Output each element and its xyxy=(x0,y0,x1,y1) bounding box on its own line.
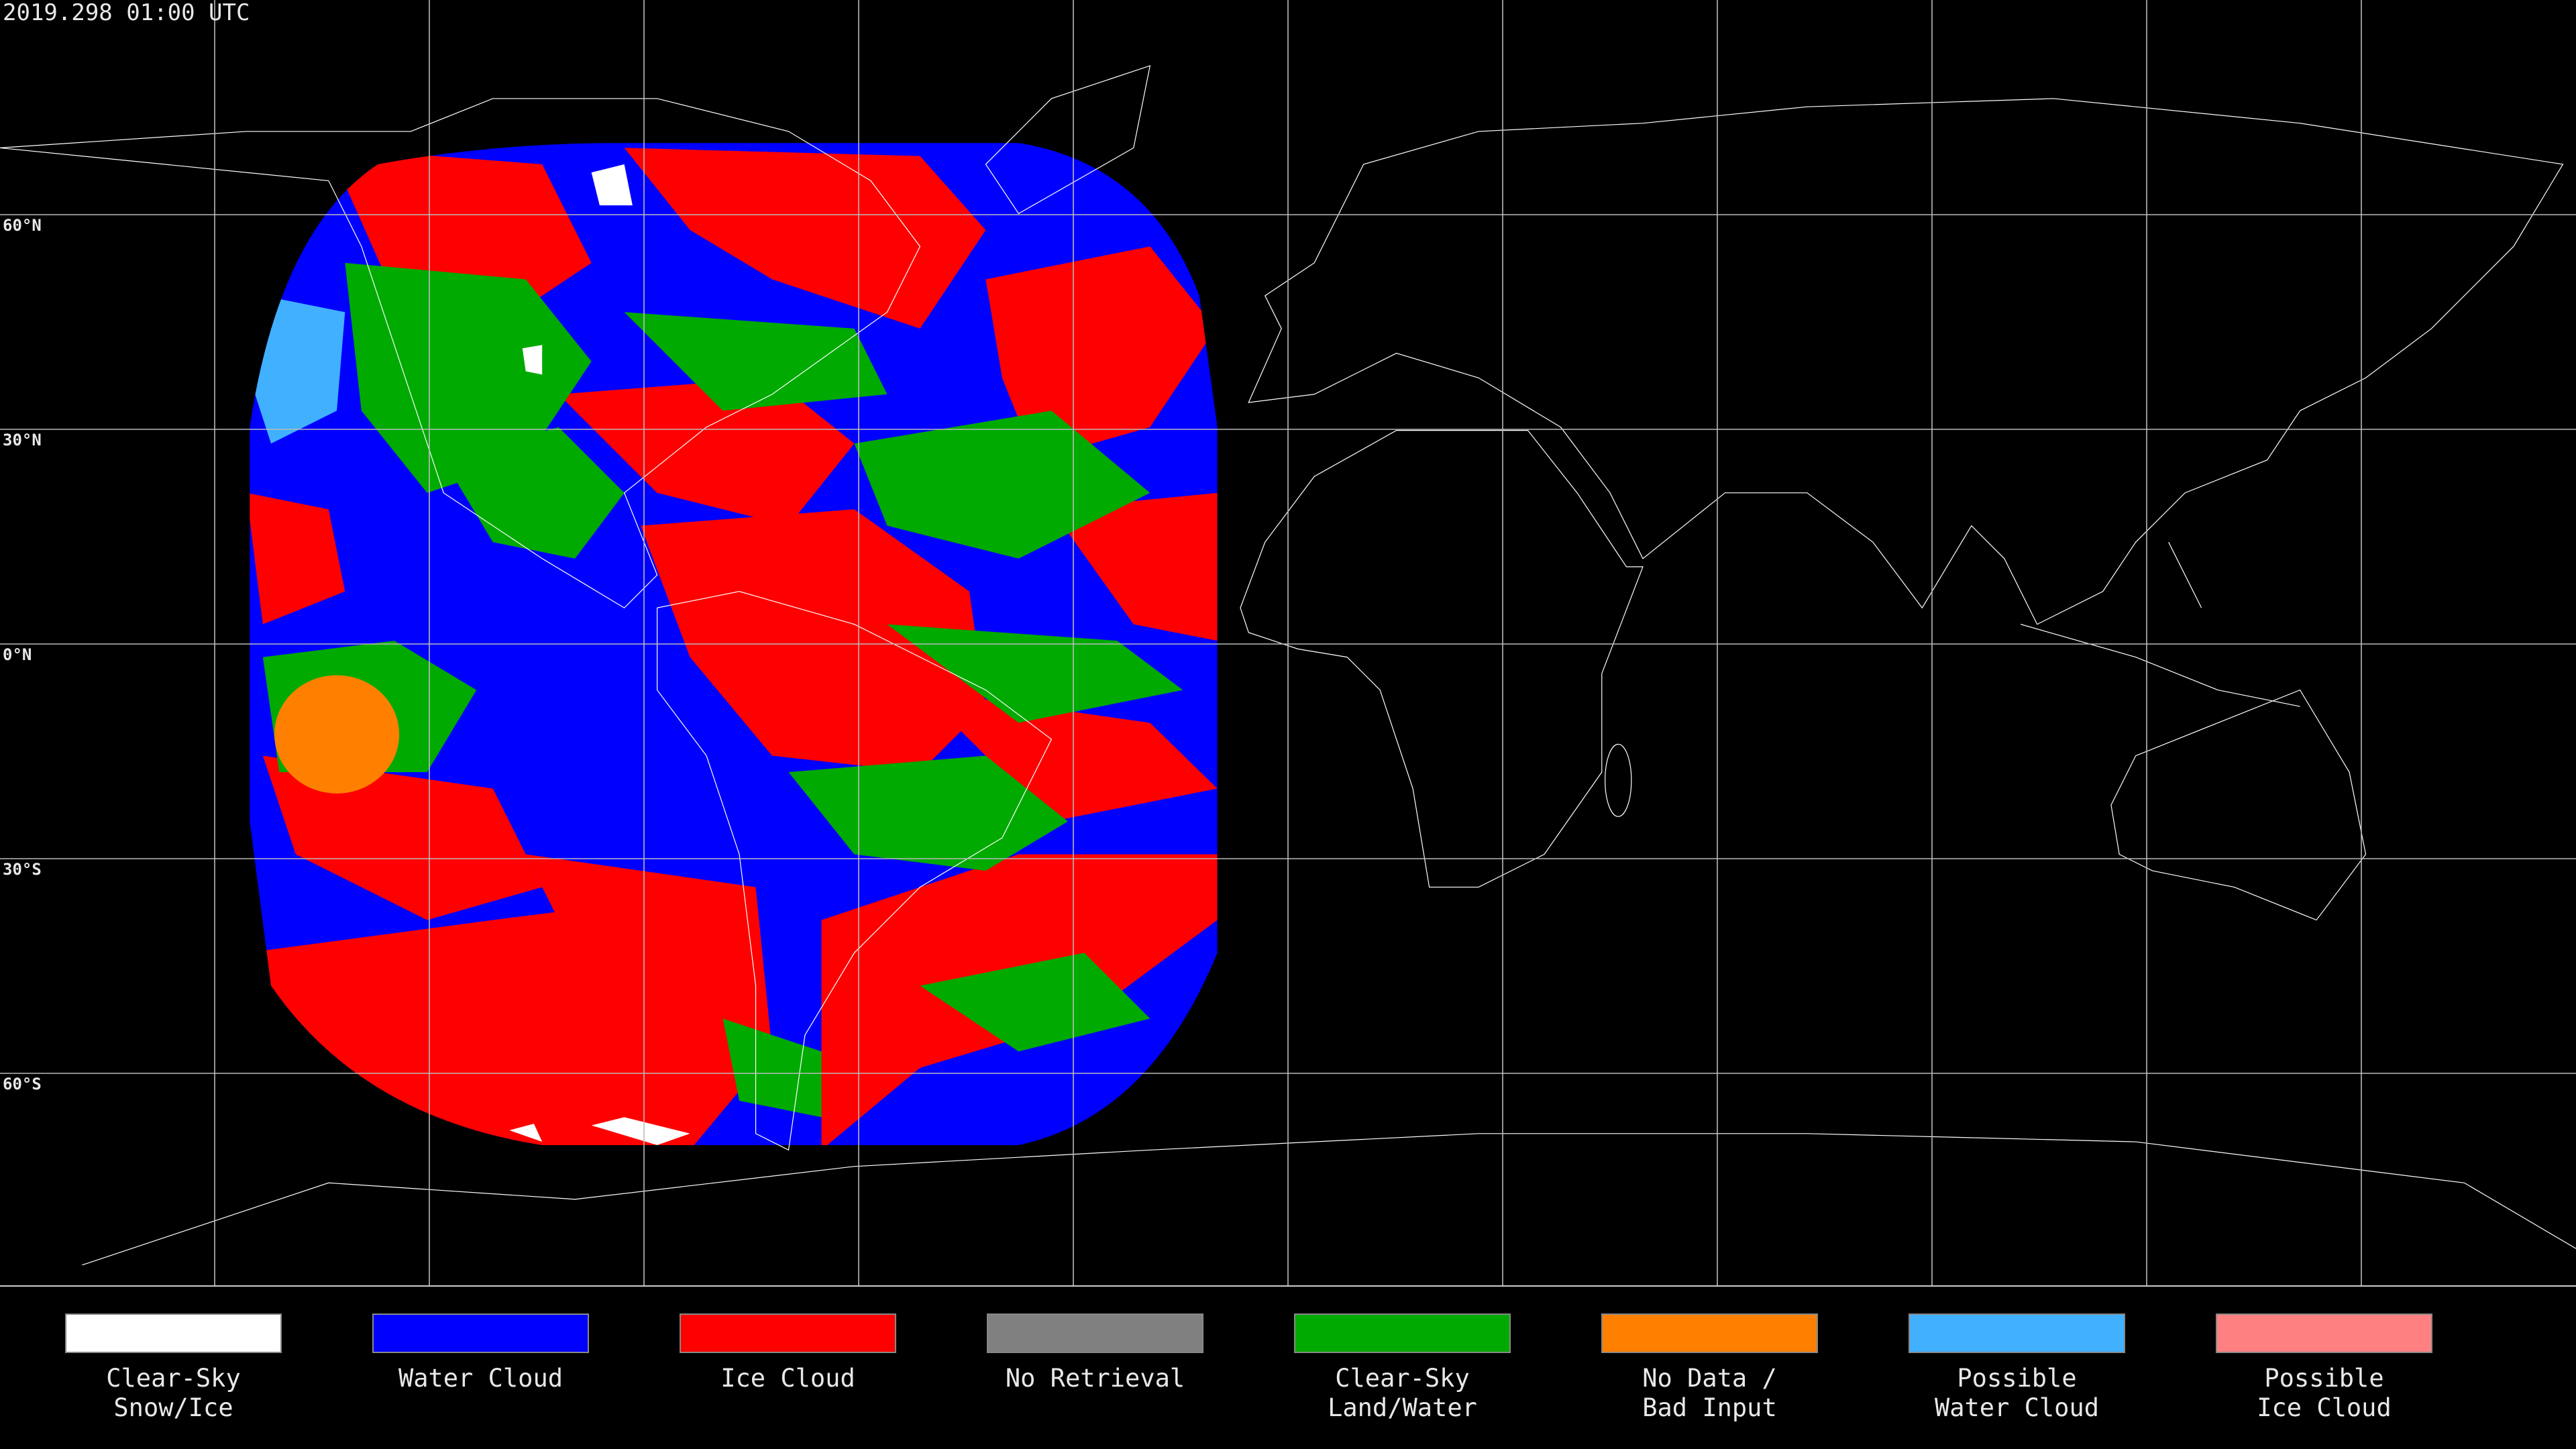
legend-label: Land/Water xyxy=(1328,1393,1477,1422)
legend-swatch xyxy=(680,1313,896,1353)
legend-swatch xyxy=(65,1313,282,1353)
legend-label: Possible xyxy=(2264,1364,2383,1393)
legend-label: No Retrieval xyxy=(1006,1364,1185,1393)
cloud-phase-field xyxy=(250,143,1218,1145)
latitude-label: 60°S xyxy=(3,1075,42,1093)
legend-swatch xyxy=(1294,1313,1511,1353)
legend-label: Bad Input xyxy=(1642,1393,1776,1422)
legend-swatch xyxy=(372,1313,589,1353)
graticule: 60°N 30°N 0°N 30°S 60°S xyxy=(0,0,2576,1287)
legend-label: Ice Cloud xyxy=(2257,1393,2391,1422)
coastlines xyxy=(0,66,2576,1265)
legend-swatch xyxy=(1601,1313,1818,1353)
legend-swatch xyxy=(987,1313,1203,1353)
legend-label: Water Cloud xyxy=(398,1364,563,1393)
latitude-label: 60°N xyxy=(3,216,42,235)
latitude-label: 30°S xyxy=(3,860,42,879)
latitude-label: 30°N xyxy=(3,431,42,449)
legend-label: Clear-Sky xyxy=(106,1364,240,1393)
legend-label: Possible xyxy=(1957,1364,2076,1393)
legend-label: Ice Cloud xyxy=(720,1364,855,1393)
timestamp: 2019.298 01:00 UTC xyxy=(3,0,250,26)
legend-label: Clear-Sky xyxy=(1335,1364,1469,1393)
legend-label: Water Cloud xyxy=(1935,1393,2099,1422)
latitude-label: 0°N xyxy=(3,645,32,664)
legend-swatch xyxy=(1909,1313,2125,1353)
legend-label: Snow/Ice xyxy=(113,1393,233,1422)
legend-label: No Data / xyxy=(1642,1364,1776,1393)
legend-swatch xyxy=(2216,1313,2432,1353)
